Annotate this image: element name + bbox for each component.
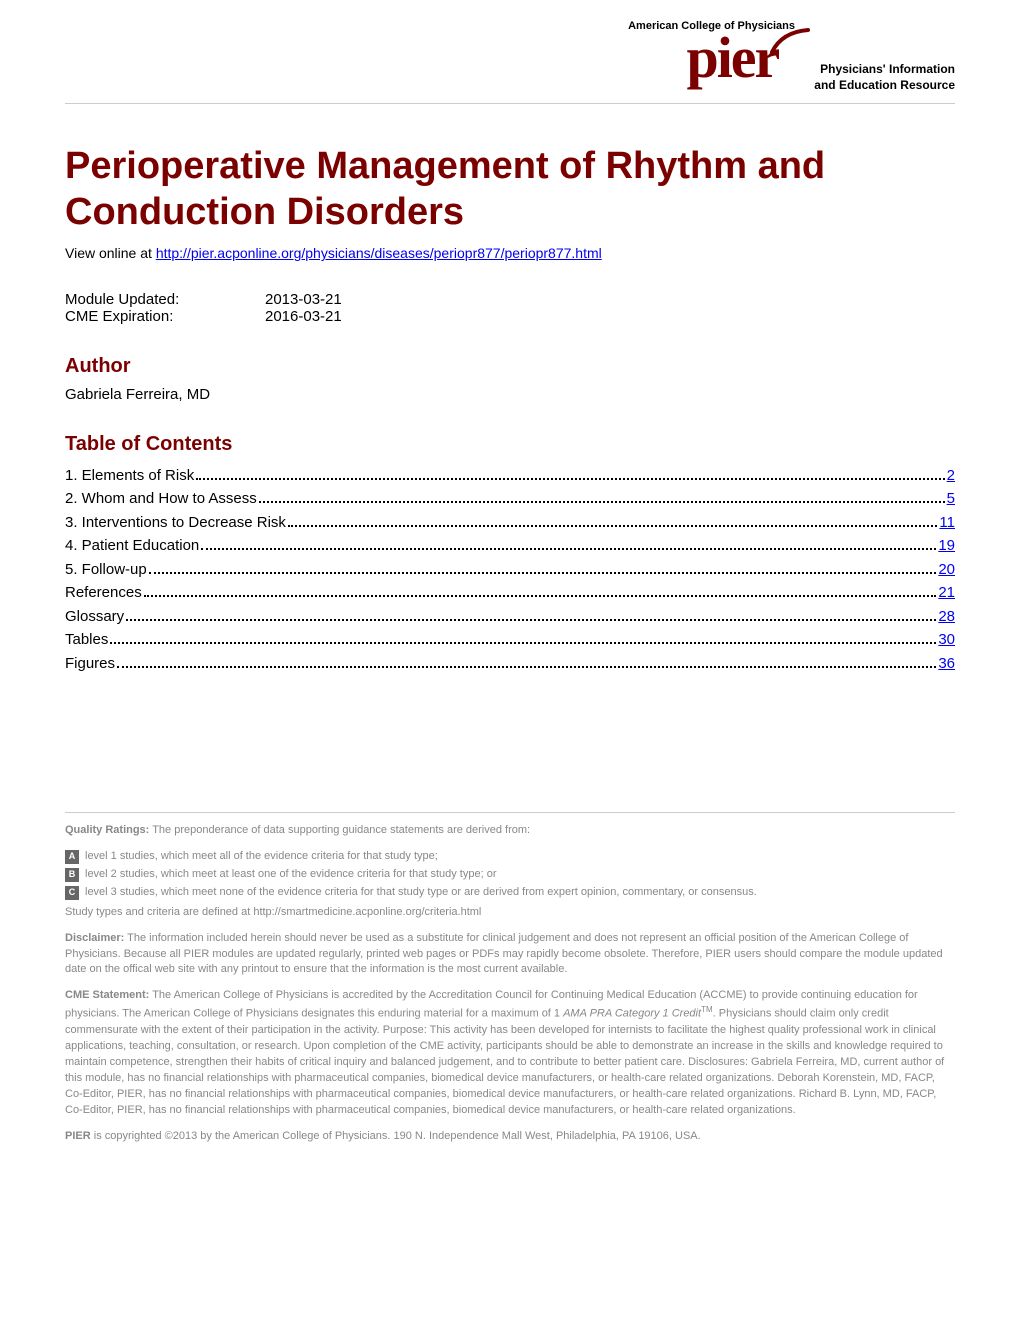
toc-dots [259,488,945,504]
module-updated-value: 2013-03-21 [265,291,342,308]
toc-row: Glossary 28 [65,605,955,625]
toc-dots [144,582,937,598]
toc-dots [201,535,936,551]
toc-label: 3. Interventions to Decrease Risk [65,514,286,531]
toc-page-link[interactable]: 2 [947,467,955,484]
view-online: View online at http://pier.acponline.org… [65,245,955,261]
meta-table: Module Updated: 2013-03-21 CME Expiratio… [65,291,955,325]
logo-swoosh-icon [770,24,810,69]
toc-page-link[interactable]: 19 [938,537,955,554]
cme-heading: CME Statement: [65,989,149,1001]
toc-label: 4. Patient Education [65,537,199,554]
author-name: Gabriela Ferreira, MD [65,386,955,403]
toc-row: 5. Follow-up 20 [65,558,955,578]
toc-label: Tables [65,631,108,648]
toc-dots [110,629,936,645]
disclaimer-heading: Disclaimer: [65,932,124,944]
view-online-prefix: View online at [65,245,156,261]
quality-level-row: Clevel 3 studies, which meet none of the… [65,885,955,901]
cme-tm: TM [701,1005,713,1014]
module-updated-label: Module Updated: [65,291,265,308]
toc-label: Glossary [65,608,124,625]
toc-row: References 21 [65,582,955,602]
toc-page-link[interactable]: 5 [947,490,955,507]
cme-expiration-label: CME Expiration: [65,308,265,325]
toc-row: 1. Elements of Risk 2 [65,464,955,484]
criteria-text: Study types and criteria are defined at … [65,905,955,921]
quality-level-badge: A [65,850,79,864]
toc-page-link[interactable]: 28 [938,608,955,625]
quality-ratings-heading: Quality Ratings: [65,824,149,836]
toc-label: 1. Elements of Risk [65,467,194,484]
toc-dots [117,652,936,668]
toc-dots [288,511,937,527]
toc-row: Tables 30 [65,629,955,649]
author-heading: Author [65,355,955,378]
cme-credit: AMA PRA Category 1 Credit [563,1008,701,1020]
copyright-heading: PIER [65,1130,91,1142]
quality-level-text: level 1 studies, which meet all of the e… [85,849,438,865]
disclaimer-text: The information included herein should n… [65,932,943,976]
table-of-contents: 1. Elements of Risk 2 2. Whom and How to A… [65,464,955,672]
quality-level-row: Blevel 2 studies, which meet at least on… [65,867,955,883]
toc-dots [126,605,936,621]
logo-tagline: Physicians' Information and Education Re… [814,62,955,93]
quality-level-badge: B [65,868,79,882]
page-title: Perioperative Management of Rhythm and C… [65,144,955,235]
toc-dots [196,464,944,480]
copyright-text: is copyrighted ©2013 by the American Col… [91,1130,701,1142]
footer: Quality Ratings: The preponderance of da… [65,823,955,1145]
toc-page-link[interactable]: 20 [938,561,955,578]
toc-row: 3. Interventions to Decrease Risk 11 [65,511,955,531]
toc-label: 2. Whom and How to Assess [65,490,257,507]
cme-expiration-value: 2016-03-21 [265,308,342,325]
quality-level-row: Alevel 1 studies, which meet all of the … [65,849,955,865]
quality-ratings-intro: The preponderance of data supporting gui… [149,824,530,836]
logo-tagline-2: and Education Resource [814,78,955,94]
quality-level-text: level 3 studies, which meet none of the … [85,885,757,901]
toc-row: Figures 36 [65,652,955,672]
cme-text-2: . Physicians should claim only credit co… [65,1008,944,1116]
toc-row: 4. Patient Education 19 [65,535,955,555]
toc-heading: Table of Contents [65,433,955,456]
header-logo: American College of Physicians pier Phys… [65,20,955,93]
toc-page-link[interactable]: 11 [939,514,955,531]
header-divider [65,103,955,104]
toc-page-link[interactable]: 30 [938,631,955,648]
toc-page-link[interactable]: 36 [938,655,955,672]
toc-label: Figures [65,655,115,672]
toc-label: References [65,584,142,601]
toc-page-link[interactable]: 21 [938,584,955,601]
view-online-link[interactable]: http://pier.acponline.org/physicians/dis… [156,245,602,261]
quality-level-text: level 2 studies, which meet at least one… [85,867,497,883]
logo-brand: pier [686,32,778,84]
toc-row: 2. Whom and How to Assess 5 [65,488,955,508]
footer-divider [65,812,955,813]
toc-dots [149,558,937,574]
quality-level-badge: C [65,886,79,900]
logo-tagline-1: Physicians' Information [814,62,955,78]
toc-label: 5. Follow-up [65,561,147,578]
